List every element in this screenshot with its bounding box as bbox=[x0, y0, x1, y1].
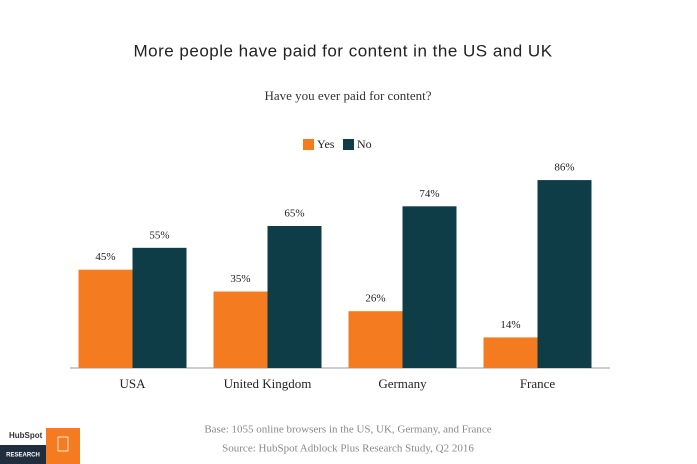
logo-box bbox=[0, 445, 46, 464]
bar bbox=[78, 269, 133, 368]
bar bbox=[537, 180, 592, 368]
value-label: 14% bbox=[500, 319, 520, 331]
logo-icon-doc bbox=[57, 436, 69, 452]
value-label: 26% bbox=[365, 293, 385, 305]
logo-text: HubSpot bbox=[9, 431, 43, 440]
value-label: 35% bbox=[230, 273, 250, 285]
logo-icon bbox=[46, 428, 80, 464]
bar bbox=[402, 206, 457, 368]
legend-label: No bbox=[357, 137, 372, 151]
bar bbox=[348, 311, 403, 368]
value-label: 45% bbox=[95, 251, 115, 263]
legend-swatch bbox=[303, 139, 314, 150]
chart-subtitle: Have you ever paid for content? bbox=[264, 88, 431, 103]
bar bbox=[132, 247, 187, 368]
value-label: 86% bbox=[554, 162, 574, 174]
legend-label: Yes bbox=[317, 137, 335, 151]
value-label: 55% bbox=[149, 229, 169, 241]
bar bbox=[267, 225, 322, 368]
note: Base: 1055 online browsers in the US, UK… bbox=[204, 424, 491, 436]
x-tick-label: United Kingdom bbox=[224, 376, 312, 391]
legend-swatch bbox=[343, 139, 354, 150]
note: Source: HubSpot Adblock Plus Research St… bbox=[222, 443, 474, 455]
bar bbox=[483, 337, 538, 368]
x-tick-label: USA bbox=[119, 376, 146, 391]
x-tick-label: France bbox=[520, 376, 556, 391]
value-label: 74% bbox=[419, 188, 439, 200]
x-tick-label: Germany bbox=[378, 376, 427, 391]
bar bbox=[213, 291, 268, 368]
value-label: 65% bbox=[284, 208, 304, 220]
chart-title: More people have paid for content in the… bbox=[133, 41, 552, 60]
logo-subtext: RESEARCH bbox=[6, 453, 40, 459]
